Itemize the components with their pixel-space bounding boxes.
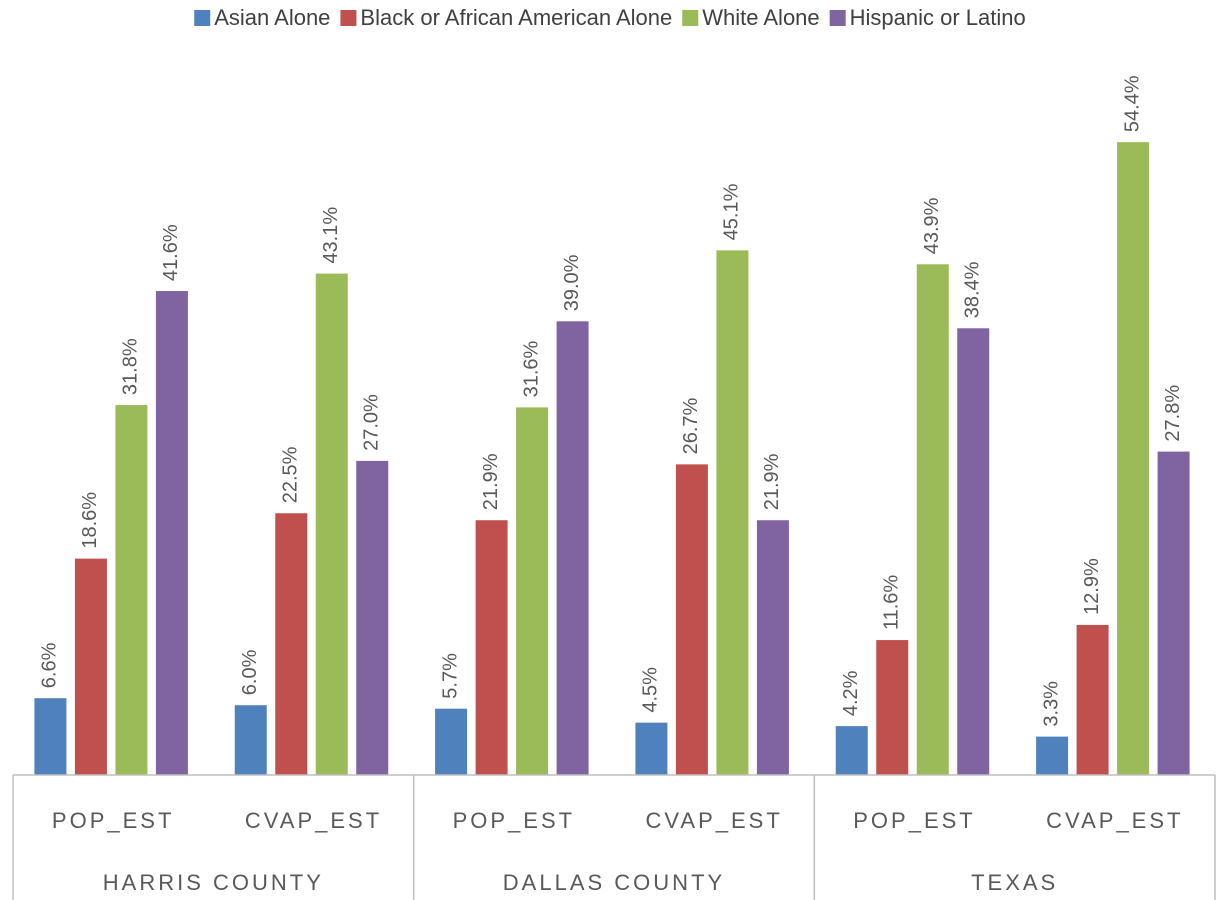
legend-label: Hispanic or Latino xyxy=(850,5,1026,30)
value-label: 21.9% xyxy=(480,453,502,510)
bar xyxy=(1117,142,1150,775)
value-label: 3.3% xyxy=(1040,681,1062,727)
bar xyxy=(635,722,668,775)
x-tick-label: POP_EST xyxy=(853,808,975,833)
bar xyxy=(1036,736,1069,775)
bar xyxy=(115,405,148,775)
bar xyxy=(675,464,708,775)
bar xyxy=(556,321,589,775)
value-label: 41.6% xyxy=(160,224,182,281)
value-label: 12.9% xyxy=(1081,558,1103,615)
bar xyxy=(356,460,389,775)
bar xyxy=(155,291,188,775)
legend-label: Black or African American Alone xyxy=(360,5,672,30)
value-label: 27.8% xyxy=(1162,385,1184,442)
value-label: 43.1% xyxy=(320,207,342,264)
value-label: 38.4% xyxy=(962,261,984,318)
x-tick-label: CVAP_EST xyxy=(1046,808,1183,833)
x-tick-label: POP_EST xyxy=(453,808,575,833)
bar xyxy=(916,264,949,775)
group-label: TEXAS xyxy=(971,870,1058,895)
group-label: DALLAS COUNTY xyxy=(503,870,725,895)
bar xyxy=(957,328,990,775)
value-label: 11.6% xyxy=(881,575,903,630)
bar xyxy=(756,520,789,775)
bar xyxy=(74,558,107,775)
value-label: 31.8% xyxy=(120,338,142,395)
value-label: 18.6% xyxy=(79,492,101,549)
group-label: HARRIS COUNTY xyxy=(103,870,324,895)
value-label: 21.9% xyxy=(761,453,783,510)
value-label: 54.4% xyxy=(1121,75,1143,132)
bar xyxy=(234,705,267,775)
legend-swatch xyxy=(829,10,846,26)
legend-swatch xyxy=(340,10,357,26)
bar xyxy=(275,513,308,775)
bar xyxy=(435,708,468,775)
value-label: 39.0% xyxy=(561,254,583,311)
legend-swatch xyxy=(194,10,211,26)
legend-swatch xyxy=(682,10,699,26)
value-label: 31.6% xyxy=(520,340,542,397)
bar xyxy=(516,407,549,775)
value-label: 22.5% xyxy=(280,446,302,503)
value-label: 4.5% xyxy=(640,667,662,713)
value-label: 6.0% xyxy=(239,649,261,695)
value-label: 6.6% xyxy=(39,642,61,688)
bar xyxy=(475,520,508,775)
x-tick-label: CVAP_EST xyxy=(646,808,783,833)
bar xyxy=(34,698,67,775)
value-label: 45.1% xyxy=(721,183,743,240)
value-label: 26.7% xyxy=(680,397,702,454)
value-label: 27.0% xyxy=(361,394,383,451)
legend-label: White Alone xyxy=(702,5,819,30)
x-tick-label: POP_EST xyxy=(52,808,174,833)
bar xyxy=(1157,451,1190,775)
value-label: 5.7% xyxy=(439,653,461,699)
value-label: 4.2% xyxy=(840,670,862,716)
bar xyxy=(716,250,749,775)
legend-label: Asian Alone xyxy=(214,5,330,30)
x-tick-label: CVAP_EST xyxy=(245,808,382,833)
bar xyxy=(315,273,348,775)
bar xyxy=(876,640,909,775)
bar xyxy=(1076,624,1109,775)
value-label: 43.9% xyxy=(921,197,943,254)
bar xyxy=(835,726,868,775)
